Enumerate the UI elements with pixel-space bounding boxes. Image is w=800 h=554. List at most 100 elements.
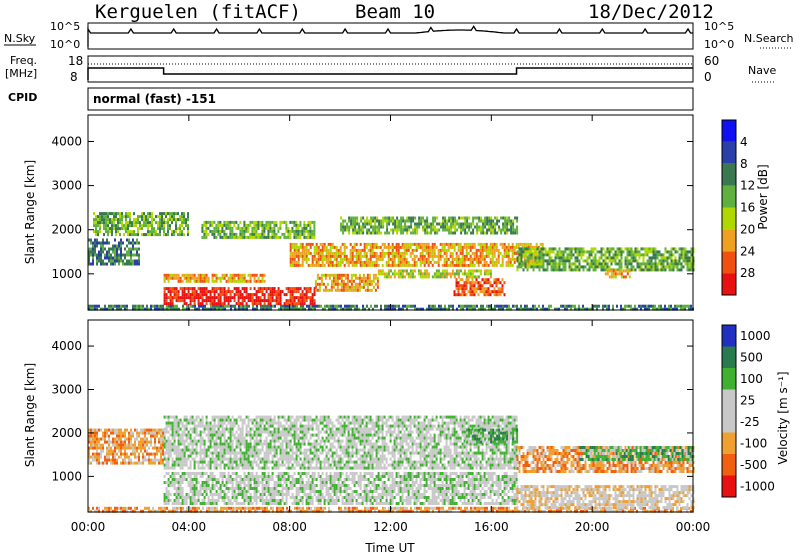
echo-cell	[136, 247, 138, 251]
echo-cell	[187, 293, 190, 297]
echo-cell	[544, 509, 546, 513]
echo-cell	[225, 279, 228, 283]
echo-cell	[400, 506, 402, 510]
echo-cell	[393, 245, 396, 249]
echo-cell	[122, 259, 124, 263]
echo-cell	[178, 506, 180, 510]
echo-cell	[181, 299, 184, 303]
echo-cell	[102, 262, 104, 266]
echo-cell	[518, 262, 521, 266]
echo-cell	[285, 502, 288, 505]
echo-cell	[212, 509, 214, 513]
echo-cell	[116, 509, 118, 513]
echo-cell	[297, 260, 300, 264]
echo-cell	[376, 285, 379, 289]
echo-cell	[303, 472, 306, 475]
echo-cell	[441, 254, 444, 258]
echo-cell	[220, 509, 222, 513]
echo-cell	[209, 478, 212, 481]
echo-cell	[241, 235, 244, 239]
echo-cell	[209, 290, 212, 294]
echo-cell	[392, 231, 395, 235]
echo-cell	[128, 506, 130, 510]
echo-cell	[568, 265, 571, 269]
echo-cell	[427, 260, 430, 264]
echo-cell	[331, 487, 334, 490]
echo-cell	[309, 251, 312, 255]
echo-cell	[252, 506, 254, 510]
echo-cell	[263, 223, 266, 227]
echo-cell	[308, 304, 310, 308]
echo-cell	[457, 260, 460, 264]
echo-cell	[176, 506, 178, 510]
echo-cell	[462, 304, 464, 308]
echo-cell	[285, 226, 288, 230]
echo-cell	[368, 506, 370, 510]
echo-cell	[219, 496, 222, 499]
echo-cell	[192, 509, 194, 513]
echo-cell	[251, 220, 254, 224]
nsky-tick-bottom: 10^0	[50, 38, 80, 51]
echo-cell	[327, 248, 330, 252]
echo-cell	[319, 478, 322, 481]
echo-cell	[449, 242, 452, 246]
echo-cell	[375, 263, 378, 267]
echo-cell	[240, 307, 242, 311]
echo-cell	[495, 281, 498, 285]
echo-cell	[475, 269, 478, 273]
echo-cell	[467, 263, 470, 267]
echo-cell	[227, 276, 230, 280]
echo-cell	[415, 263, 418, 267]
echo-cell	[507, 260, 510, 264]
echo-cell	[650, 509, 652, 513]
echo-cell	[596, 506, 598, 510]
echo-cell	[225, 487, 228, 490]
echo-cell	[193, 273, 196, 277]
echo-cell	[368, 288, 371, 292]
echo-cell	[346, 282, 349, 286]
echo-cell	[458, 506, 460, 510]
echo-cell	[680, 256, 683, 260]
echo-cell	[233, 490, 236, 493]
echo-cell	[660, 509, 662, 513]
echo-cell	[390, 219, 393, 223]
echo-cell	[500, 304, 502, 308]
echo-cell	[489, 248, 492, 252]
echo-cell	[334, 282, 337, 286]
echo-cell	[546, 250, 549, 254]
echo-cell	[409, 245, 412, 249]
echo-cell	[227, 235, 230, 239]
echo-cell	[362, 307, 364, 311]
echo-cell	[321, 242, 324, 246]
echo-cell	[291, 299, 294, 303]
echo-cell	[129, 212, 131, 216]
echo-cell	[564, 256, 567, 260]
echo-cell	[434, 231, 437, 235]
echo-cell	[257, 302, 260, 306]
echo-cell	[433, 254, 436, 258]
echo-cell	[654, 262, 657, 266]
echo-cell	[378, 219, 381, 223]
echo-cell	[624, 265, 627, 269]
echo-cell	[121, 218, 123, 222]
echo-cell	[134, 247, 136, 251]
echo-cell	[526, 506, 528, 510]
echo-cell	[295, 254, 298, 258]
echo-cell	[506, 219, 509, 223]
echo-cell	[682, 250, 685, 254]
echo-cell	[501, 284, 504, 288]
echo-cell	[227, 478, 230, 481]
echo-cell	[363, 254, 366, 258]
echo-cell	[465, 245, 468, 249]
echo-cell	[455, 269, 458, 273]
echo-cell	[122, 509, 124, 513]
echo-cell	[195, 493, 198, 496]
echo-cell	[418, 225, 421, 229]
echo-cell	[367, 248, 370, 252]
echo-cell	[167, 287, 170, 291]
echo-cell	[426, 307, 428, 311]
echo-cell	[99, 218, 101, 222]
echo-cell	[466, 307, 468, 311]
echo-cell	[341, 251, 344, 255]
echo-cell	[233, 232, 236, 236]
